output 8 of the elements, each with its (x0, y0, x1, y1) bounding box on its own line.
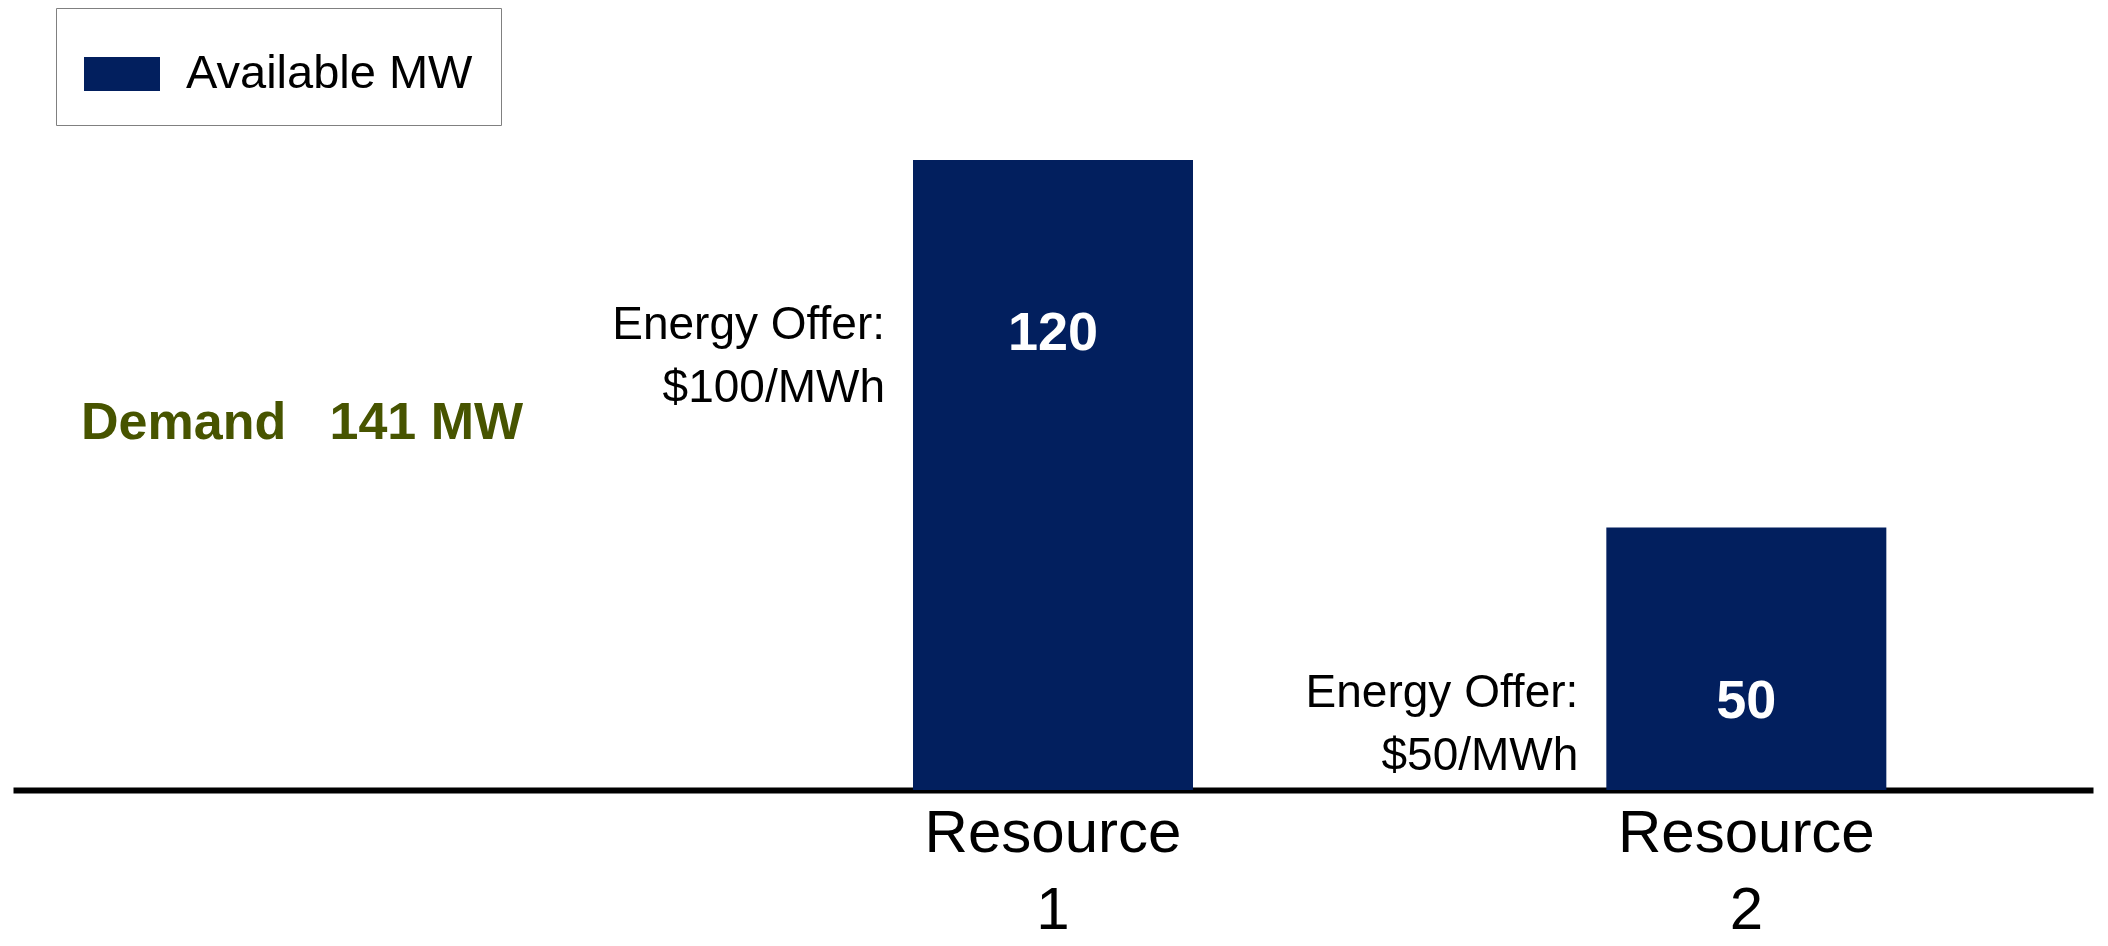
annotation: Energy Offer: $100/MWh (612, 297, 885, 412)
legend-label: Available MW (186, 45, 474, 98)
data-label: 50 (1716, 668, 1777, 729)
text: Demand 141 MW (81, 392, 525, 450)
data-label: 120 (1007, 301, 1099, 361)
x-tick-label: Resource 1 (924, 797, 1182, 942)
annotation: Energy Offer: $50/MWh (1305, 664, 1579, 780)
x-tick-label: Resource 2 (1617, 797, 1875, 942)
